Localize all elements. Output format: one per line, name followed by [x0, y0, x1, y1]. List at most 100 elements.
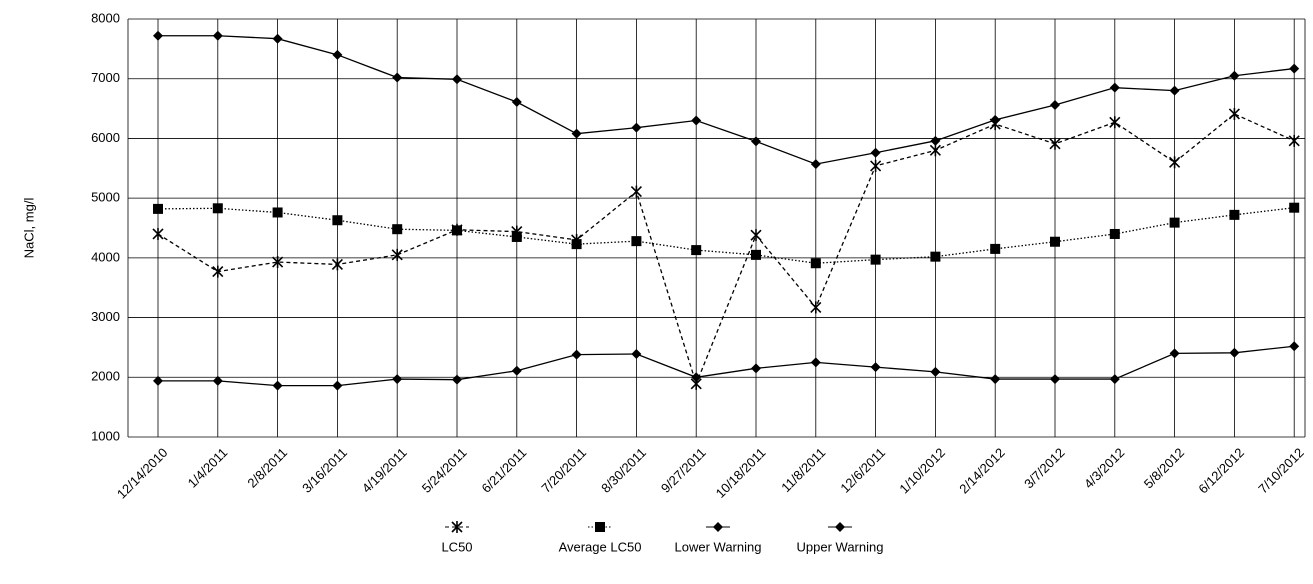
legend-label: Lower Warning: [675, 539, 762, 554]
marker: [751, 136, 761, 147]
series-line: [158, 35, 1295, 165]
x-tick-label: 2/8/2011: [244, 445, 290, 491]
y-tick-label: 1000: [91, 428, 120, 443]
marker: [511, 231, 522, 242]
y-tick-label: 5000: [91, 190, 120, 205]
marker: [691, 372, 702, 383]
marker: [1109, 374, 1120, 385]
y-tick-label: 4000: [91, 249, 120, 264]
x-tick-label: 8/30/2011: [598, 445, 649, 496]
marker: [571, 239, 582, 250]
y-tick-label: 3000: [91, 309, 120, 324]
marker: [1109, 116, 1121, 129]
x-tick-label: 12/14/2010: [114, 445, 171, 502]
y-tick-label: 6000: [91, 130, 120, 145]
marker: [153, 203, 163, 214]
marker: [452, 74, 462, 85]
marker: [212, 30, 223, 41]
y-tick-label: 8000: [91, 10, 120, 25]
marker: [750, 229, 762, 242]
marker: [1289, 341, 1300, 352]
marker: [571, 349, 582, 360]
marker: [392, 72, 403, 83]
marker: [870, 147, 881, 158]
marker: [1289, 63, 1300, 74]
marker: [870, 159, 882, 172]
x-tick-label: 11/8/2011: [778, 445, 828, 495]
series-line: [158, 345, 1295, 387]
marker: [930, 366, 941, 377]
legend-marker: [595, 522, 605, 532]
marker: [332, 215, 343, 226]
marker: [391, 248, 403, 261]
x-tick-label: 4/19/2011: [359, 445, 410, 496]
y-tick-label: 7000: [91, 70, 120, 85]
marker: [452, 225, 462, 236]
marker: [990, 243, 1001, 254]
marker: [272, 33, 283, 44]
marker: [212, 203, 223, 214]
x-tick-label: 5/8/2012: [1141, 445, 1187, 491]
legend-label: Upper Warning: [797, 539, 884, 554]
marker: [929, 144, 941, 157]
marker: [1050, 374, 1060, 385]
marker: [452, 374, 462, 385]
x-tick-label: 1/10/2012: [896, 445, 948, 497]
marker: [153, 30, 163, 41]
x-tick-label: 10/18/2011: [713, 445, 769, 501]
marker: [1109, 82, 1120, 93]
marker: [1050, 236, 1060, 247]
marker: [631, 348, 642, 359]
x-tick-label: 9/27/2011: [658, 445, 709, 496]
marker: [272, 207, 283, 218]
marker: [1050, 99, 1060, 110]
marker: [990, 114, 1001, 125]
marker: [1288, 134, 1300, 147]
marker: [571, 128, 582, 139]
marker: [1109, 228, 1120, 239]
marker: [870, 362, 881, 373]
marker: [1169, 348, 1180, 359]
x-tick-label: 7/10/2012: [1255, 445, 1307, 497]
marker: [1289, 202, 1300, 213]
marker: [272, 380, 283, 391]
marker: [212, 375, 223, 386]
y-tick-label: 2000: [91, 369, 120, 384]
legend-label: LC50: [441, 539, 472, 554]
marker: [810, 258, 821, 269]
x-tick-label: 3/16/2011: [299, 445, 350, 496]
marker: [212, 265, 224, 278]
marker: [691, 115, 702, 126]
marker: [332, 380, 343, 391]
marker: [1229, 347, 1240, 358]
marker: [272, 256, 284, 269]
marker: [392, 374, 403, 385]
marker: [1169, 217, 1180, 228]
legend-label: Average LC50: [559, 539, 642, 554]
marker: [511, 365, 522, 376]
marker: [332, 49, 343, 60]
marker: [751, 363, 761, 374]
x-tick-label: 6/21/2011: [479, 445, 530, 496]
marker: [630, 185, 642, 198]
marker: [1169, 85, 1180, 96]
y-axis-label: NaCl, mg/l: [21, 198, 36, 259]
x-tick-label: 6/12/2012: [1195, 445, 1247, 497]
marker: [331, 258, 343, 271]
x-tick-label: 5/24/2011: [419, 445, 470, 496]
x-tick-label: 2/14/2012: [956, 445, 1008, 497]
marker: [392, 224, 403, 235]
marker: [870, 254, 881, 265]
marker: [810, 357, 821, 368]
x-tick-label: 7/20/2011: [538, 445, 589, 496]
marker: [1229, 209, 1240, 220]
x-tick-label: 12/6/2011: [837, 445, 888, 496]
x-tick-label: 3/7/2012: [1021, 445, 1067, 491]
marker: [930, 135, 941, 146]
series-line: [157, 207, 1295, 264]
marker: [1228, 107, 1240, 120]
marker: [810, 159, 821, 170]
marker: [152, 227, 164, 240]
